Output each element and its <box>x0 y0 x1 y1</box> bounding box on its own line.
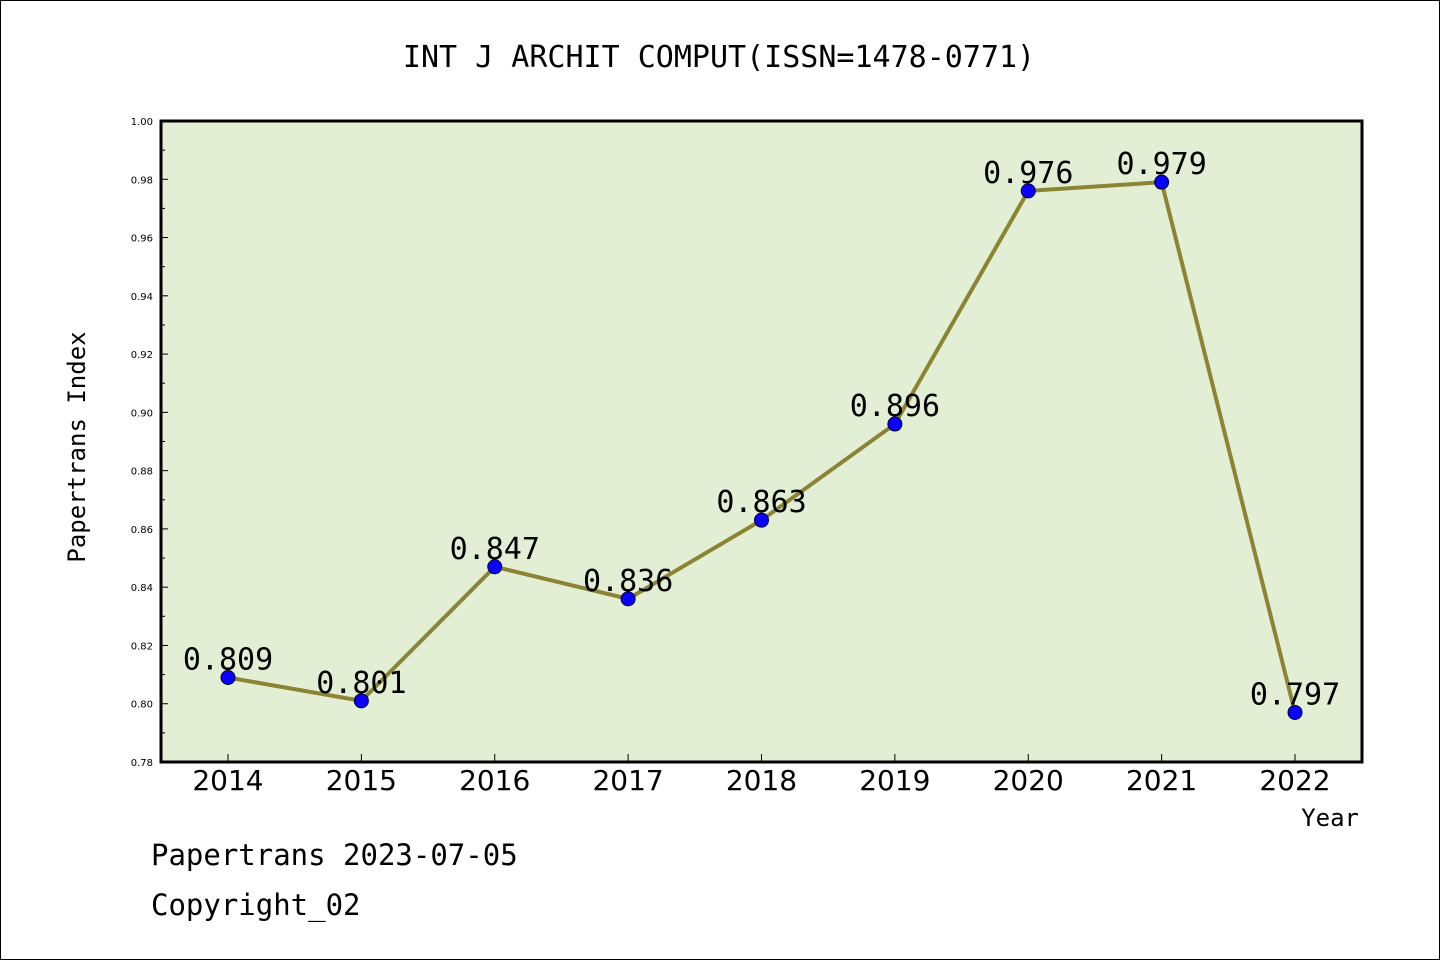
x-tick-label: 2016 <box>459 764 530 797</box>
x-tick-label: 2018 <box>726 764 797 797</box>
y-tick-label: 0.98 <box>131 175 153 186</box>
x-tick-label: 2019 <box>859 764 930 797</box>
plot-area <box>161 121 1362 762</box>
x-tick-label: 2020 <box>993 764 1064 797</box>
x-tick-label: 2022 <box>1259 764 1330 797</box>
x-tick-labels: 2014 2015 2016 2017 2018 2019 2020 2021 2022 <box>192 764 1330 797</box>
data-point <box>620 591 636 607</box>
y-tick-label: 0.90 <box>131 408 153 419</box>
data-label: 0.847 <box>450 532 540 567</box>
footer-date: Papertrans 2023-07-05 <box>151 838 518 872</box>
data-label: 0.863 <box>716 485 806 520</box>
y-tick-label: 0.82 <box>131 641 153 652</box>
x-tick-label: 2015 <box>326 764 397 797</box>
data-point <box>1020 183 1036 199</box>
data-point <box>1287 704 1303 720</box>
data-label: 0.976 <box>983 156 1073 191</box>
data-label: 0.896 <box>850 389 940 424</box>
data-point <box>754 512 769 528</box>
y-tick-label: 0.84 <box>131 583 153 594</box>
y-tick-label: 0.92 <box>131 350 153 361</box>
y-tick-label: 0.96 <box>131 234 153 245</box>
x-tick-label: 2014 <box>192 764 263 797</box>
data-label: 0.801 <box>316 666 406 701</box>
data-point <box>220 670 236 686</box>
x-axis-label: Year <box>1301 804 1359 832</box>
data-point <box>887 416 903 432</box>
y-tick-label: 0.80 <box>131 700 153 711</box>
data-labels: 0.809 0.801 0.847 0.836 0.863 0.896 0.976 0.979… <box>183 147 1340 712</box>
y-axis-label: Papertrans Index <box>63 331 91 562</box>
y-tick-label: 0.94 <box>131 292 153 303</box>
y-tick-label: 0.78 <box>131 758 153 769</box>
x-tick-label: 2017 <box>592 764 663 797</box>
data-label: 0.809 <box>183 643 273 678</box>
plot-border <box>159 119 1364 764</box>
series-markers <box>220 174 1303 720</box>
x-tick-label: 2021 <box>1126 764 1197 797</box>
data-point <box>487 559 503 575</box>
y-tick-label: 0.86 <box>131 525 153 536</box>
data-label: 0.979 <box>1116 147 1206 182</box>
footer-copyright: Copyright_02 <box>151 888 361 923</box>
y-tick-label: 1.00 <box>131 117 153 128</box>
data-point <box>1154 174 1170 190</box>
chart-title: INT J ARCHIT COMPUT(ISSN=1478-0771) <box>403 40 1035 75</box>
y-tick-labels: 0.78 0.80 0.82 0.84 0.86 0.88 0.90 0.92 0.94 0.96… <box>131 117 153 769</box>
data-point <box>353 693 369 709</box>
data-label: 0.797 <box>1250 677 1340 712</box>
y-tick-label: 0.88 <box>131 467 153 478</box>
data-label: 0.836 <box>583 564 673 599</box>
